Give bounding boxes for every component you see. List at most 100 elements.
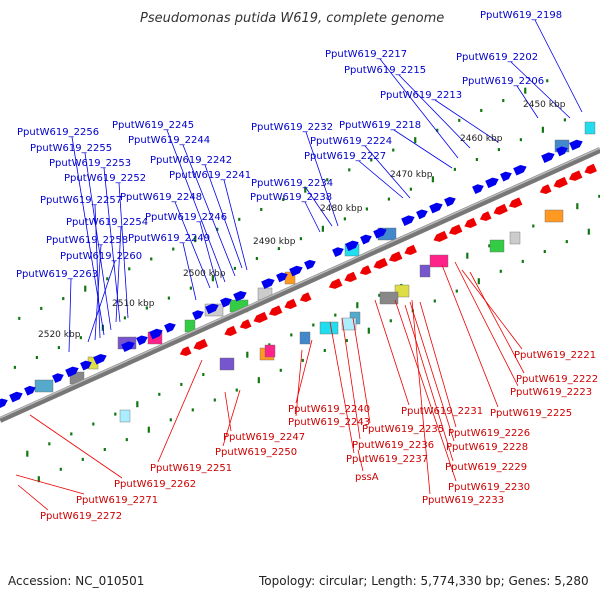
- forward-gene-label: PputW619_2249: [128, 233, 210, 244]
- forward-gene-arrow: [332, 247, 344, 258]
- forward-gene-arrow: [472, 184, 484, 195]
- forward-gene-arrow: [513, 164, 527, 176]
- forward-gene-arrow: [276, 272, 288, 283]
- forward-gene-arrow: [121, 341, 135, 352]
- feature-band: [544, 209, 564, 223]
- reverse-gene-label: pssA: [355, 472, 379, 483]
- tick-mark: [103, 448, 106, 451]
- forward-gene-arrow: [164, 322, 176, 333]
- forward-gene-label: PputW619_2234: [251, 178, 333, 189]
- tick-mark: [453, 167, 456, 171]
- tick-mark: [167, 296, 170, 300]
- forward-gene-label: PputW619_2248: [120, 192, 202, 203]
- label-leader-line: [411, 299, 431, 495]
- kbp-label: 2470 kbp: [390, 170, 433, 180]
- reverse-gene-label: PputW619_2228: [446, 442, 528, 453]
- tick-mark: [365, 207, 368, 211]
- label-leader-lines: [15, 19, 583, 511]
- reverse-gene-label: PputW619_2229: [445, 462, 527, 473]
- tick-mark: [62, 297, 65, 301]
- forward-gene-label: PputW619_2202: [456, 52, 538, 63]
- reverse-gene-label: PputW619_2231: [401, 406, 483, 417]
- label-leader-line: [305, 131, 339, 227]
- tick-mark: [150, 257, 153, 261]
- reverse-gene-label: PputW619_2243: [288, 417, 370, 428]
- feature-band: [379, 291, 399, 305]
- tick-mark: [213, 398, 216, 402]
- tick-mark: [532, 224, 535, 228]
- tick-mark: [323, 349, 326, 352]
- label-leader-line: [374, 299, 410, 406]
- tick-mark: [499, 269, 502, 273]
- tick-mark: [277, 247, 280, 251]
- feature-band: [509, 231, 521, 245]
- tick-mark: [48, 442, 51, 446]
- forward-gene-arrow: [93, 353, 107, 365]
- reverse-gene-label: PputW619_2250: [215, 447, 297, 458]
- forward-gene-arrow: [65, 366, 79, 378]
- forward-gene-arrow: [136, 335, 148, 346]
- reverse-gene-label: PputW619_2235: [362, 424, 444, 435]
- tick-mark: [546, 79, 549, 83]
- feature-band: [584, 121, 596, 135]
- tick-mark: [334, 313, 337, 317]
- forward-gene-arrow: [444, 196, 456, 207]
- forward-gene-arrow: [9, 391, 23, 403]
- label-leader-line: [441, 264, 499, 408]
- tick-mark: [255, 256, 258, 260]
- tick-mark: [436, 128, 439, 132]
- tick-mark: [233, 266, 236, 270]
- label-leader-line: [224, 391, 232, 432]
- label-leader-line: [94, 204, 101, 339]
- label-leader-line: [393, 129, 453, 169]
- reverse-gene-arrow: [284, 298, 297, 309]
- tick-mark: [70, 432, 73, 436]
- label-leader-line: [434, 99, 499, 143]
- reverse-gene-arrow: [568, 170, 583, 181]
- tick-mark: [147, 426, 150, 433]
- reverse-gene-arrow: [344, 271, 357, 282]
- reverse-gene-arrow: [299, 292, 312, 303]
- label-leader-line: [364, 145, 411, 199]
- tick-mark: [326, 178, 329, 182]
- forward-gene-label: PputW619_2245: [112, 120, 194, 131]
- reverse-gene-arrow: [433, 230, 448, 242]
- reverse-gene-label: PputW619_2222: [516, 374, 598, 385]
- tick-mark: [519, 138, 522, 142]
- tick-mark: [598, 194, 600, 198]
- label-leader-line: [204, 164, 243, 269]
- label-leader-line: [84, 152, 112, 331]
- label-leader-line: [357, 449, 364, 472]
- reverse-gene-label: PputW619_2237: [346, 454, 428, 465]
- tick-mark: [563, 118, 566, 122]
- tick-mark: [301, 358, 304, 362]
- tick-mark: [57, 346, 60, 350]
- genome-backbone: [0, 147, 600, 423]
- tick-mark: [497, 148, 500, 152]
- tick-mark: [13, 365, 16, 369]
- label-leader-line: [174, 201, 211, 289]
- reverse-gene-label: PputW619_2251: [150, 463, 232, 474]
- forward-gene-label: PputW619_2246: [145, 212, 227, 223]
- forward-gene-label: PputW619_2238: [250, 192, 332, 203]
- forward-gene-arrow: [220, 297, 232, 308]
- label-leader-line: [516, 85, 539, 119]
- tick-mark: [480, 108, 483, 112]
- tick-mark: [191, 408, 194, 412]
- reverse-gene-arrow: [404, 244, 417, 255]
- tick-mark: [35, 355, 38, 359]
- reverse-gene-label: PputW619_2247: [223, 432, 305, 443]
- forward-gene-label: PputW619_2244: [128, 135, 210, 146]
- label-leader-line: [222, 389, 241, 447]
- reverse-gene-label: PputW619_2262: [114, 479, 196, 490]
- kbp-label: 2520 kbp: [38, 330, 81, 340]
- tick-mark: [455, 289, 458, 293]
- tick-mark: [431, 176, 434, 183]
- tick-mark: [189, 286, 192, 290]
- tick-mark: [521, 259, 524, 263]
- label-leader-line: [17, 484, 49, 511]
- tick-mark: [81, 457, 84, 461]
- feature-band: [341, 317, 357, 331]
- label-leader-line: [68, 278, 72, 353]
